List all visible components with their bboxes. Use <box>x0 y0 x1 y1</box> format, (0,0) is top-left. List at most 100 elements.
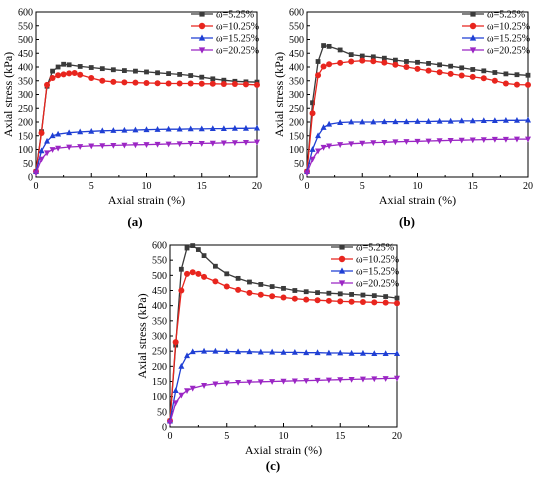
data-point <box>209 140 216 147</box>
data-point <box>258 282 264 287</box>
data-point <box>337 59 344 66</box>
data-point <box>165 141 172 148</box>
data-point <box>49 132 56 139</box>
data-point <box>394 295 400 301</box>
legend: ω=5.25%ω=10.25%ω=15.25%ω=20.25% <box>331 243 399 290</box>
series-4 <box>167 375 400 426</box>
legend-marker <box>339 244 345 250</box>
x-tick-label: 20 <box>523 181 533 192</box>
data-point <box>392 139 399 146</box>
data-point <box>326 61 333 68</box>
data-point <box>223 283 230 290</box>
x-axis-label: Axial strain (%) <box>379 193 456 207</box>
legend: ω=5.25%ω=10.25%ω=15.25%ω=20.25% <box>191 10 259 57</box>
data-point <box>61 61 67 67</box>
data-point <box>132 79 139 86</box>
data-point <box>314 377 321 384</box>
data-point <box>121 79 128 86</box>
x-axis-label: Axial strain (%) <box>245 443 322 457</box>
legend-label: ω=5.25% <box>216 10 254 21</box>
data-point <box>314 297 321 304</box>
data-point <box>246 379 253 386</box>
y-tick-label: 0 <box>162 423 167 434</box>
data-point <box>49 75 56 81</box>
data-point <box>370 140 377 147</box>
data-point <box>309 110 316 117</box>
data-point <box>77 128 84 135</box>
data-point <box>172 339 179 346</box>
data-point <box>381 139 388 146</box>
y-axis-label: Axial stress (kPa) <box>135 293 149 378</box>
legend-label: ω=5.25% <box>356 243 394 254</box>
legend-marker <box>469 47 477 54</box>
y-tick-label: 250 <box>152 347 167 358</box>
data-point <box>425 118 432 124</box>
x-tick-label: 0 <box>168 431 173 442</box>
data-point <box>470 67 476 72</box>
data-point <box>360 292 366 298</box>
legend-label: ω=20.25% <box>487 46 530 57</box>
data-point <box>315 59 321 64</box>
data-point <box>269 379 276 385</box>
data-point <box>481 68 487 74</box>
data-point <box>165 80 172 87</box>
series-3 <box>167 347 400 424</box>
data-point <box>172 400 179 407</box>
data-point <box>166 71 171 76</box>
legend-marker <box>199 11 205 17</box>
y-tick-label: 600 <box>289 8 304 19</box>
legend-marker <box>469 34 477 41</box>
data-point <box>382 350 389 356</box>
data-point <box>77 71 84 78</box>
data-point <box>223 380 230 387</box>
data-point <box>155 70 160 76</box>
data-point <box>414 65 421 72</box>
y-tick-label: 100 <box>289 145 304 156</box>
data-point <box>198 141 205 147</box>
y-tick-label: 600 <box>152 241 167 252</box>
data-point <box>403 118 410 125</box>
data-point <box>66 129 73 136</box>
data-point <box>38 130 45 136</box>
y-tick-label: 450 <box>18 49 33 60</box>
data-point <box>224 271 230 277</box>
data-point <box>184 270 191 277</box>
data-point <box>220 125 227 131</box>
data-point <box>326 120 333 127</box>
x-tick-label: 0 <box>305 181 310 192</box>
data-point <box>49 147 56 153</box>
data-point <box>458 137 465 144</box>
data-point <box>310 100 315 106</box>
data-point <box>392 118 399 125</box>
y-tick-label: 200 <box>152 362 167 373</box>
data-point <box>525 136 531 143</box>
legend-label: ω=15.25% <box>216 34 259 45</box>
data-point <box>50 68 55 74</box>
data-point <box>403 64 410 70</box>
y-tick-label: 0 <box>299 173 304 184</box>
data-point <box>235 380 242 386</box>
legend-label: ω=5.25% <box>487 10 525 21</box>
data-point <box>195 247 201 252</box>
data-point <box>359 299 366 306</box>
data-point <box>309 156 316 163</box>
data-point <box>525 81 531 88</box>
data-point <box>201 273 208 280</box>
data-point <box>257 379 264 386</box>
y-tick-label: 50 <box>294 159 304 170</box>
data-point <box>132 126 139 133</box>
data-point <box>176 80 183 87</box>
data-point <box>184 245 190 251</box>
data-point <box>110 127 117 133</box>
y-tick-label: 150 <box>289 131 304 142</box>
data-point <box>513 136 520 143</box>
data-point <box>235 286 242 293</box>
data-point <box>231 81 238 88</box>
data-point <box>44 81 51 88</box>
data-point <box>110 142 117 149</box>
data-point <box>132 142 139 149</box>
data-point <box>480 75 487 82</box>
data-point <box>371 299 378 306</box>
data-point <box>235 348 242 355</box>
